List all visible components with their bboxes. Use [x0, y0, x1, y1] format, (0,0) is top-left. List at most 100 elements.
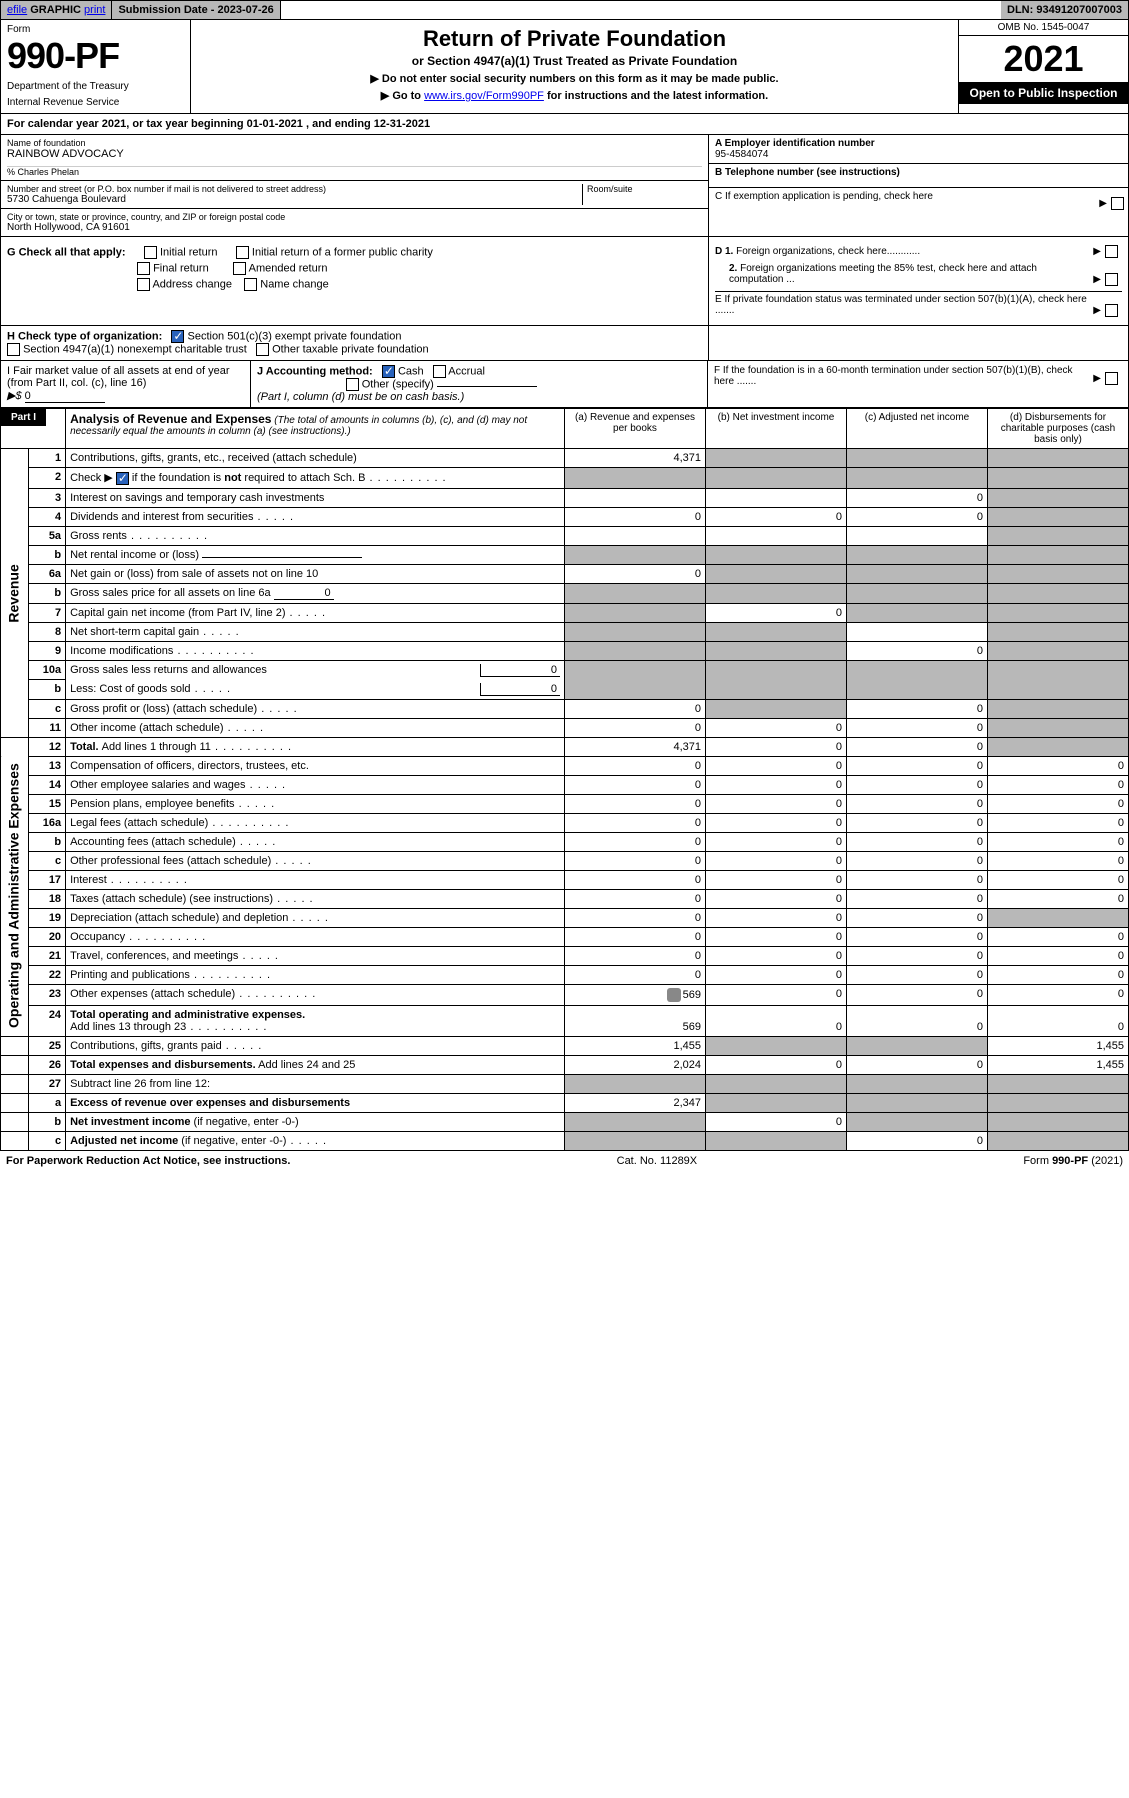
r1-b: [705, 449, 846, 468]
r10c-num: c: [29, 699, 66, 718]
r3-desc: Interest on savings and temporary cash i…: [66, 488, 565, 507]
checkbox-sch-b[interactable]: [116, 472, 129, 485]
checkbox-address-change[interactable]: [137, 278, 150, 291]
part1-table: Part I Analysis of Revenue and Expenses …: [0, 408, 1129, 1151]
row-17: 17Interest0000: [1, 870, 1129, 889]
r13-c: 0: [846, 756, 987, 775]
efile-link[interactable]: efile: [7, 4, 27, 16]
exemption-row: C If exemption application is pending, c…: [709, 188, 1128, 212]
efile-header-bar: efile GRAPHIC print Submission Date - 20…: [0, 0, 1129, 20]
r11-desc: Other income (attach schedule): [66, 718, 565, 737]
checkbox-amended[interactable]: [233, 262, 246, 275]
ein-label: A Employer identification number: [715, 138, 875, 149]
print-link[interactable]: print: [84, 4, 105, 16]
form-note2-post: for instructions and the latest informat…: [544, 90, 768, 102]
r14-desc-txt: Other employee salaries and wages: [70, 779, 245, 791]
row-18: 18Taxes (attach schedule) (see instructi…: [1, 889, 1129, 908]
checkbox-d1[interactable]: [1105, 245, 1118, 258]
r17-c: 0: [846, 870, 987, 889]
r6a-a: 0: [564, 564, 705, 583]
r6b-c: [846, 583, 987, 603]
checkbox-f[interactable]: [1105, 372, 1118, 385]
r2-not: not: [224, 472, 241, 484]
checkbox-cash[interactable]: [382, 365, 395, 378]
r11-num: 11: [29, 718, 66, 737]
r21-c: 0: [846, 946, 987, 965]
row-27: 27 Subtract line 26 from line 12:: [1, 1074, 1129, 1093]
r27-b: [705, 1074, 846, 1093]
r16a-b: 0: [705, 813, 846, 832]
col-b-header: (b) Net investment income: [705, 409, 846, 449]
arrow-icon-d1: ▶: [1093, 246, 1101, 257]
r6b-a: [564, 583, 705, 603]
r5a-num: 5a: [29, 526, 66, 545]
ein-value: 95-4584074: [715, 149, 768, 160]
form-note1: ▶ Do not enter social security numbers o…: [201, 72, 948, 85]
r7-desc-txt: Capital gain net income (from Part IV, l…: [70, 607, 285, 619]
r9-a: [564, 641, 705, 660]
j-opt3: Other (specify): [362, 378, 434, 390]
r8-c: [846, 622, 987, 641]
part1-label: Part I: [1, 409, 46, 426]
r15-desc-txt: Pension plans, employee benefits: [70, 798, 235, 810]
r27c-b: [705, 1131, 846, 1150]
r24-b: 0: [705, 1005, 846, 1036]
row-9: 9 Income modifications 0: [1, 641, 1129, 660]
r27c-c: 0: [846, 1131, 987, 1150]
form-header: Form 990-PF Department of the Treasury I…: [0, 20, 1129, 114]
g-label: G Check all that apply:: [7, 246, 126, 258]
col-c-header: (c) Adjusted net income: [846, 409, 987, 449]
attachment-icon[interactable]: [667, 988, 681, 1002]
r27-a: [564, 1074, 705, 1093]
form990pf-link[interactable]: www.irs.gov/Form990PF: [424, 90, 544, 102]
r27-c: [846, 1074, 987, 1093]
row-23: 23Other expenses (attach schedule)569000: [1, 984, 1129, 1005]
r20-num: 20: [29, 927, 66, 946]
h-opt1: Section 501(c)(3) exempt private foundat…: [187, 330, 401, 342]
r18-a: 0: [564, 889, 705, 908]
i-arrow: ▶$: [7, 390, 22, 402]
checkbox-initial-return[interactable]: [144, 246, 157, 259]
r10c-desc: Gross profit or (loss) (attach schedule): [66, 699, 565, 718]
r5a-c: [846, 526, 987, 545]
part1-title: Analysis of Revenue and Expenses: [70, 412, 271, 426]
r16c-c: 0: [846, 851, 987, 870]
r6b-desc-txt: Gross sales price for all assets on line…: [70, 587, 271, 599]
r16a-desc-txt: Legal fees (attach schedule): [70, 817, 208, 829]
r6b-num: b: [29, 583, 66, 603]
r16b-a: 0: [564, 832, 705, 851]
checkbox-d2[interactable]: [1105, 273, 1118, 286]
checkbox-former-charity[interactable]: [236, 246, 249, 259]
r9-desc-txt: Income modifications: [70, 645, 173, 657]
checkbox-other-taxable[interactable]: [256, 343, 269, 356]
i-section: I Fair market value of all assets at end…: [1, 361, 251, 407]
r10c-a: 0: [564, 699, 705, 718]
revenue-label: Revenue: [1, 449, 29, 738]
checkbox-name-change[interactable]: [244, 278, 257, 291]
r5a-desc: Gross rents: [66, 526, 565, 545]
footer-right-bold: 990-PF: [1052, 1155, 1088, 1167]
r24-d: 0: [987, 1005, 1128, 1036]
checkbox-final-return[interactable]: [137, 262, 150, 275]
row-14: 14Other employee salaries and wages0000: [1, 775, 1129, 794]
checkbox-e[interactable]: [1105, 304, 1118, 317]
r15-d: 0: [987, 794, 1128, 813]
r14-d: 0: [987, 775, 1128, 794]
checkbox-c[interactable]: [1111, 197, 1124, 210]
r27b-c: [846, 1112, 987, 1131]
row-26: 26 Total expenses and disbursements. Add…: [1, 1055, 1129, 1074]
r12-desc: Total. Add lines 1 through 11: [66, 737, 565, 756]
checkbox-other-method[interactable]: [346, 378, 359, 391]
r26-desc: Total expenses and disbursements. Add li…: [66, 1055, 565, 1074]
checkbox-accrual[interactable]: [433, 365, 446, 378]
r27b-b: 0: [705, 1112, 846, 1131]
h-section-row: H Check type of organization: Section 50…: [0, 326, 1129, 361]
check-section: G Check all that apply: Initial return I…: [0, 237, 1129, 326]
row-4: 4 Dividends and interest from securities…: [1, 507, 1129, 526]
checkbox-501c3[interactable]: [171, 330, 184, 343]
checkbox-4947[interactable]: [7, 343, 20, 356]
r10a-desc-txt: Gross sales less returns and allowances: [70, 664, 267, 676]
submission-date: Submission Date - 2023-07-26: [112, 1, 280, 19]
foundation-name: RAINBOW ADVOCACY: [7, 148, 702, 160]
r15-num: 15: [29, 794, 66, 813]
